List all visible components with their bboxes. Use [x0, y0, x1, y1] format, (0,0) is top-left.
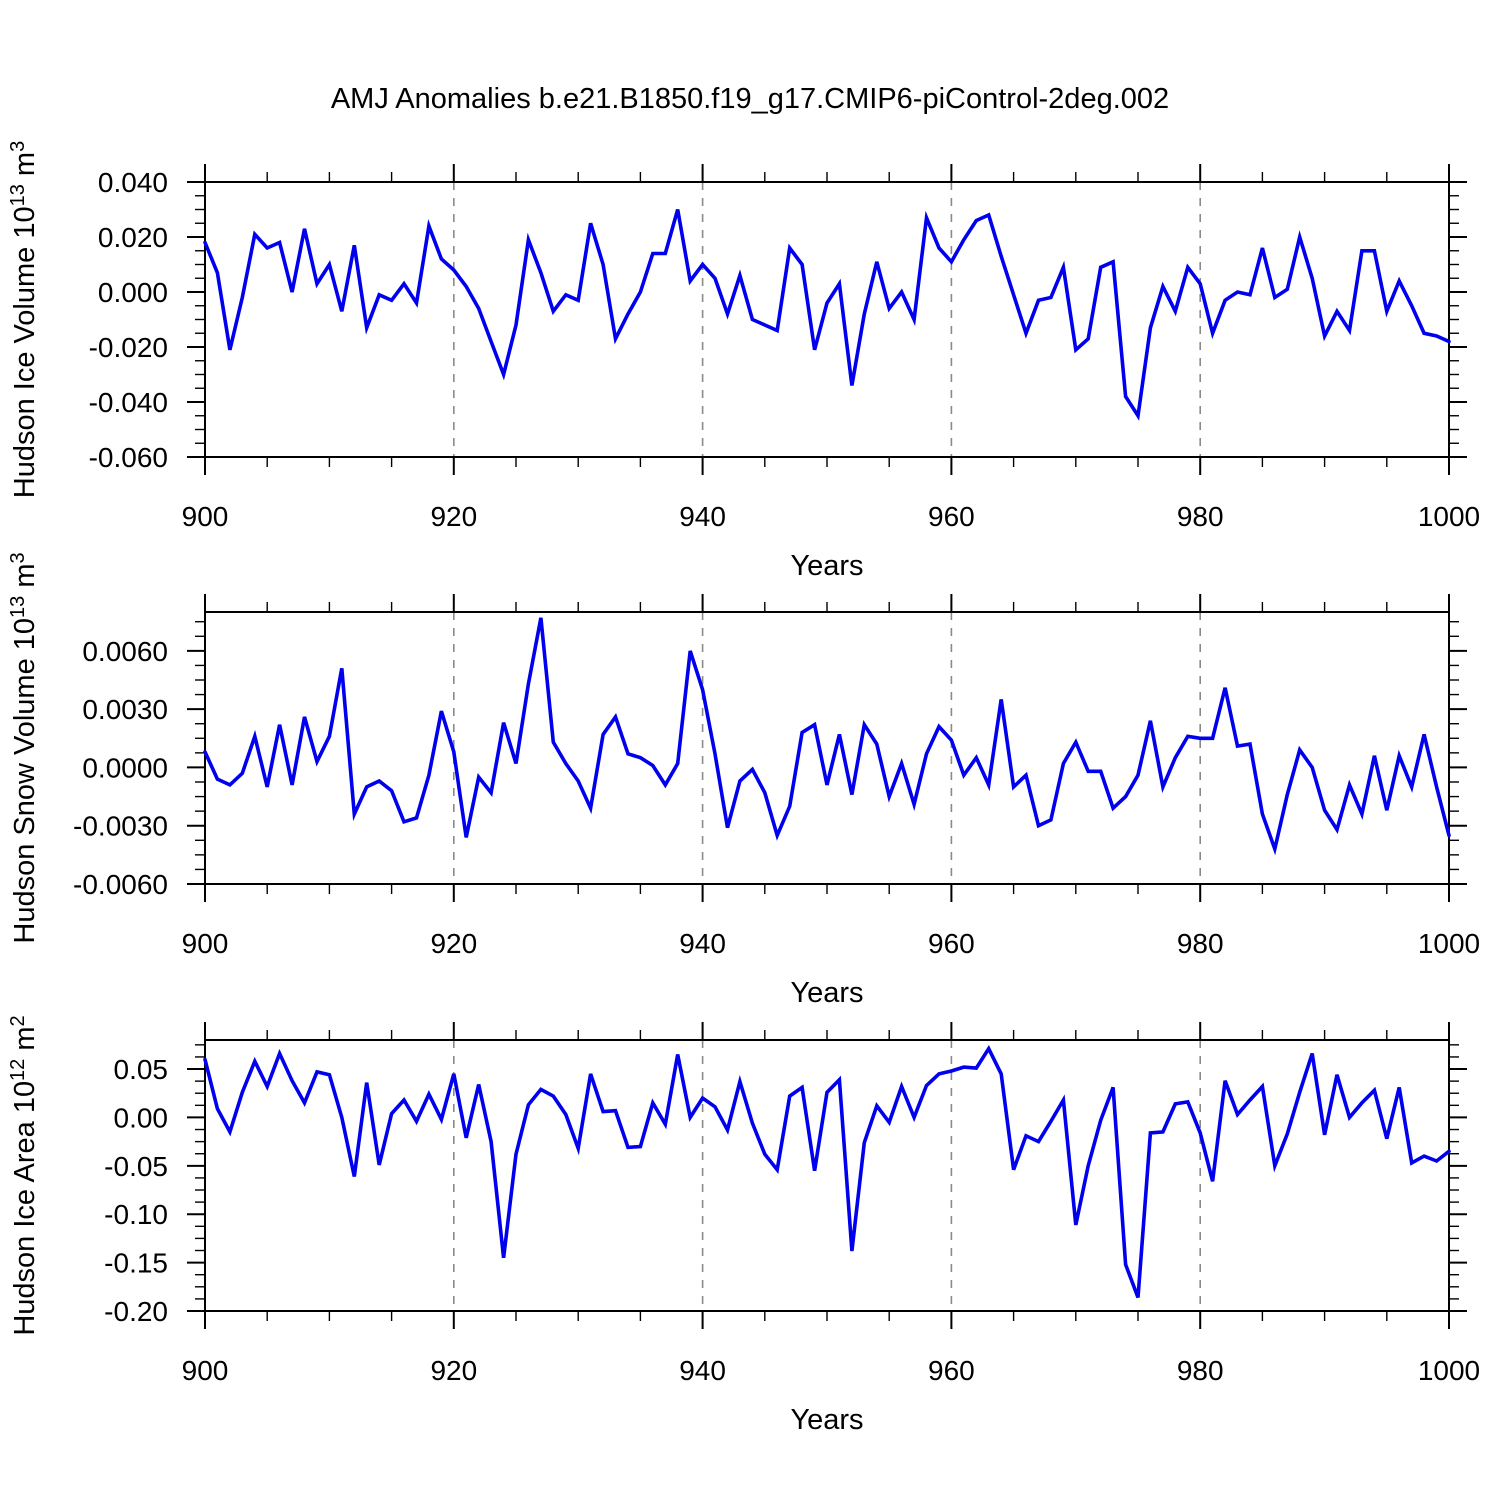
panel-hudson-ice-volume: 900 920 940 960 980 1000 0.040 0.020 0.000 -0.020… — [7, 141, 1480, 582]
x-tick-label: 920 — [430, 1355, 477, 1386]
x-tick-label: 940 — [679, 928, 726, 959]
series-line-hudson-ice-volume — [203, 209, 1451, 421]
y-tick-label: -0.20 — [104, 1296, 168, 1327]
y-tick-label: -0.05 — [104, 1151, 168, 1182]
x-tick-label: 1000 — [1418, 501, 1480, 532]
y-tick-label: 0.020 — [98, 222, 168, 253]
y-tick-label: -0.020 — [89, 332, 168, 363]
series-line-hudson-snow-volume — [203, 617, 1451, 856]
x-tick-label: 900 — [182, 501, 229, 532]
x-axis-title: Years — [790, 550, 863, 582]
x-tick-label: 920 — [430, 501, 477, 532]
y-tick-label: 0.000 — [98, 277, 168, 308]
panel-hudson-snow-volume: 900 920 940 960 980 1000 0.0060 0.0030 0.0000 -0.… — [7, 552, 1480, 1009]
y-tick-label: 0.040 — [98, 167, 168, 198]
y-tick-label: -0.060 — [89, 442, 168, 473]
plot-frame — [204, 1039, 1450, 1312]
x-tick-label: 900 — [182, 1355, 229, 1386]
y-tick-label: -0.040 — [89, 387, 168, 418]
y-axis-title-hudson-snow-volume: Hudson Snow Volume 1013 m3 — [7, 552, 41, 943]
y-tick-label: 0.0060 — [82, 636, 168, 667]
y-tick-label: 0.0000 — [82, 752, 168, 783]
x-tick-label: 1000 — [1418, 1355, 1480, 1386]
x-tick-label: 980 — [1177, 928, 1224, 959]
x-tick-label: 980 — [1177, 501, 1224, 532]
x-tick-label: 920 — [430, 928, 477, 959]
x-tick-label: 1000 — [1418, 928, 1480, 959]
y-tick-label: -0.0030 — [73, 811, 168, 842]
y-axis-title-hudson-ice-area: Hudson Ice Area 1012 m2 — [7, 1015, 41, 1335]
series-line-hudson-ice-area — [203, 1045, 1451, 1299]
x-tick-label: 960 — [928, 501, 975, 532]
y-tick-label: 0.0030 — [82, 694, 168, 725]
x-axis-title: Years — [790, 977, 863, 1009]
x-tick-label: 960 — [928, 1355, 975, 1386]
y-tick-label: -0.10 — [104, 1199, 168, 1230]
panel-hudson-ice-area: 900 920 940 960 980 1000 0.05 0.00 -0.05 -0.10 -0.… — [7, 1015, 1480, 1436]
y-axis-title-hudson-ice-volume: Hudson Ice Volume 1013 m3 — [7, 141, 41, 498]
y-tick-label: 0.00 — [114, 1102, 169, 1133]
y-tick-label: -0.15 — [104, 1248, 168, 1279]
x-tick-label: 960 — [928, 928, 975, 959]
x-tick-label: 940 — [679, 1355, 726, 1386]
figure-title: AMJ Anomalies b.e21.B1850.f19_g17.CMIP6-… — [330, 83, 1170, 115]
x-axis-title: Years — [790, 1404, 863, 1436]
x-tick-label: 980 — [1177, 1355, 1224, 1386]
x-tick-label: 900 — [182, 928, 229, 959]
plot-frame — [204, 611, 1450, 885]
y-tick-label: 0.05 — [114, 1054, 169, 1085]
x-tick-label: 940 — [679, 501, 726, 532]
y-tick-label: -0.0060 — [73, 869, 168, 900]
plot-frame — [204, 181, 1450, 458]
